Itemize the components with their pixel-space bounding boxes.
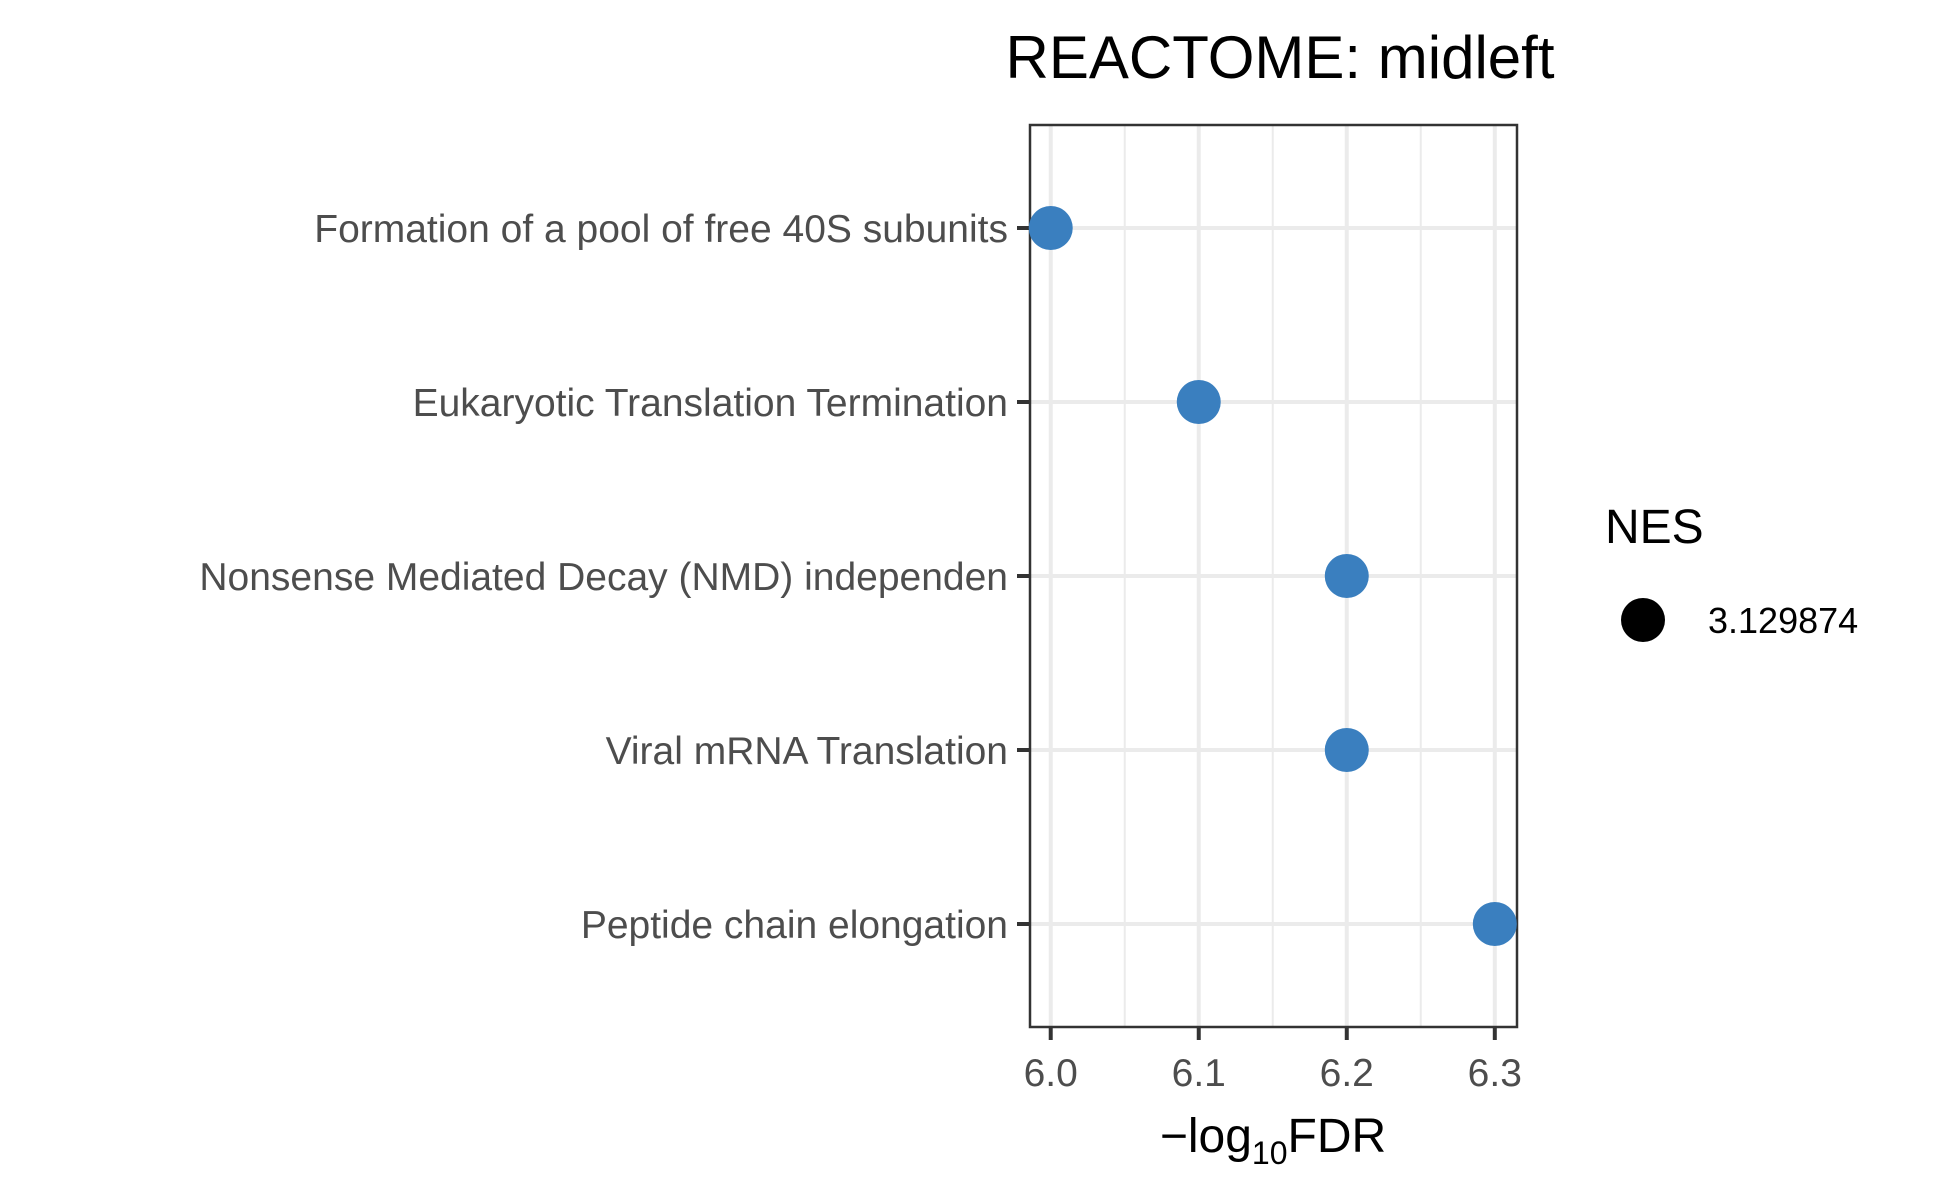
y-category-label: Formation of a pool of free 40S subunits [314, 208, 1008, 251]
legend-marker [1621, 598, 1665, 642]
x-axis-tick-labels: 6.0 6.1 6.2 6.3 [1024, 1052, 1522, 1095]
x-tick-label: 6.2 [1320, 1052, 1374, 1095]
x-axis-title-tail: FDR [1288, 1110, 1387, 1163]
data-point [1324, 728, 1369, 772]
data-point [1028, 206, 1073, 250]
y-category-label: Peptide chain elongation [581, 904, 1008, 947]
x-axis-title-subscript: 10 [1252, 1135, 1288, 1171]
data-point [1472, 902, 1517, 946]
x-tick-label: 6.3 [1468, 1052, 1522, 1095]
x-tick-label: 6.0 [1024, 1052, 1078, 1095]
data-point [1176, 380, 1221, 424]
chart-title: REACTOME: midleft [1006, 24, 1555, 91]
axis-ticks [1017, 226, 1497, 1040]
x-axis-title: −log10FDR [1160, 1110, 1386, 1171]
data-points [1028, 206, 1517, 946]
y-category-label: Eukaryotic Translation Termination [413, 382, 1008, 425]
x-tick-label: 6.1 [1172, 1052, 1226, 1095]
legend-label: 3.129874 [1708, 600, 1858, 641]
y-category-label: Viral mRNA Translation [606, 730, 1008, 773]
data-point [1324, 554, 1369, 598]
legend-title: NES [1605, 501, 1704, 554]
x-axis-title-main: −log [1160, 1110, 1252, 1163]
legend: NES 3.129874 [1605, 501, 1858, 642]
y-category-label: Nonsense Mediated Decay (NMD) independen [199, 556, 1008, 599]
grid-lines [1030, 125, 1517, 1027]
y-axis-category-labels: Formation of a pool of free 40S subunits… [199, 208, 1008, 947]
